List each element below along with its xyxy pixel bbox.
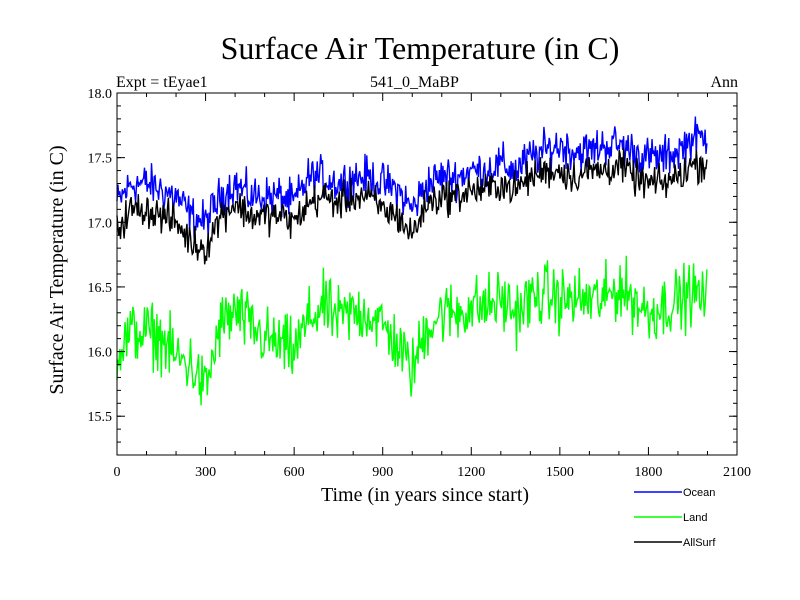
period-label: 541_0_MaBP — [370, 74, 459, 91]
chart-title: Surface Air Temperature (in C) — [220, 30, 620, 66]
x-tick-label: 1800 — [634, 465, 662, 480]
legend-label-ocean: Ocean — [683, 487, 715, 499]
x-tick-label: 0 — [114, 465, 121, 480]
x-axis-label: Time (in years since start) — [321, 484, 529, 506]
series-line-allsurf — [116, 147, 708, 265]
series-layer — [116, 116, 708, 406]
legend-label-land: Land — [683, 512, 707, 524]
legend: Ocean Land AllSurf — [634, 487, 716, 549]
x-tick-label: 600 — [284, 465, 305, 480]
ticks-layer: 0 300 600 900 1200 1500 1800 2100 15.5 16.0 16.5 17… — [88, 87, 752, 480]
x-tick-label: 900 — [372, 465, 393, 480]
y-tick-label: 18.0 — [88, 87, 113, 102]
series-line-land — [116, 255, 708, 406]
series-line-ocean — [116, 116, 708, 239]
y-tick-label: 17.5 — [88, 152, 113, 167]
y-tick-label: 17.0 — [88, 216, 113, 231]
plot-frame — [116, 92, 738, 456]
x-tick-label: 1500 — [546, 465, 574, 480]
y-tick-label: 16.0 — [88, 346, 113, 361]
y-tick-label: 16.5 — [88, 281, 113, 296]
x-tick-label: 1200 — [457, 465, 485, 480]
legend-label-allsurf: AllSurf — [683, 537, 716, 549]
x-tick-label: 300 — [195, 465, 216, 480]
y-axis-label: Surface Air Temperature (in C) — [46, 145, 68, 394]
y-tick-label: 15.5 — [88, 410, 113, 425]
x-tick-label: 2100 — [723, 465, 751, 480]
experiment-label: Expt = tEyae1 — [116, 74, 208, 91]
season-label: Ann — [710, 74, 738, 91]
